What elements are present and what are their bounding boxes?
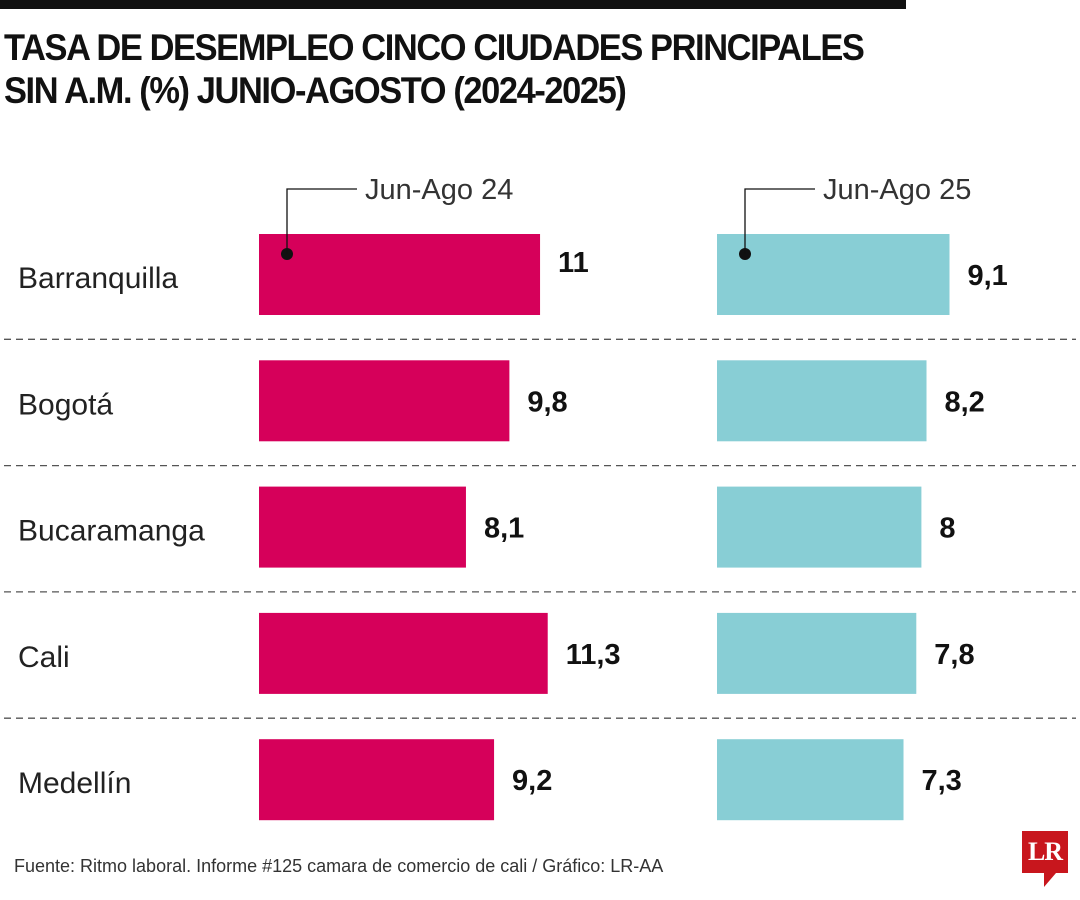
category-label: Cali (18, 641, 70, 674)
bar-2025 (717, 612, 917, 694)
legend-leader-line (286, 188, 357, 254)
value-label: 8,2 (945, 386, 985, 418)
legend-label: Jun-Ago 24 (365, 174, 513, 206)
value-label: 9,1 (968, 260, 1008, 292)
value-label: 11 (558, 247, 589, 279)
source-note: Fuente: Ritmo laboral. Informe #125 cama… (14, 856, 664, 876)
bar-2025 (717, 739, 904, 821)
bar-2025 (717, 234, 950, 315)
chart-title: TASA DE DESEMPLEO CINCO CIUDADES PRINCIP… (4, 27, 865, 111)
value-label: 11,3 (566, 639, 621, 671)
category-label: Bogotá (18, 388, 113, 421)
bar-2024 (259, 739, 495, 821)
bar-2025 (717, 486, 922, 568)
value-label: 8 (939, 513, 955, 545)
value-label: 7,8 (934, 639, 974, 671)
legend-leader-line (744, 188, 815, 254)
value-label: 9,8 (527, 386, 567, 418)
category-label: Barranquilla (18, 262, 178, 295)
value-label: 8,1 (484, 513, 524, 545)
bar-2024 (259, 486, 466, 568)
legend-label: Jun-Ago 25 (823, 174, 971, 206)
value-label: 9,2 (512, 765, 552, 797)
top-rule (0, 0, 906, 9)
category-label: Bucaramanga (18, 515, 205, 548)
bar-2025 (717, 360, 927, 442)
lr-logo: LR (1022, 831, 1068, 887)
category-label: Medellín (18, 767, 131, 800)
bar-2024 (259, 234, 541, 315)
value-label: 7,3 (922, 765, 962, 797)
bar-2024 (259, 360, 510, 442)
bar-2024 (259, 612, 548, 694)
